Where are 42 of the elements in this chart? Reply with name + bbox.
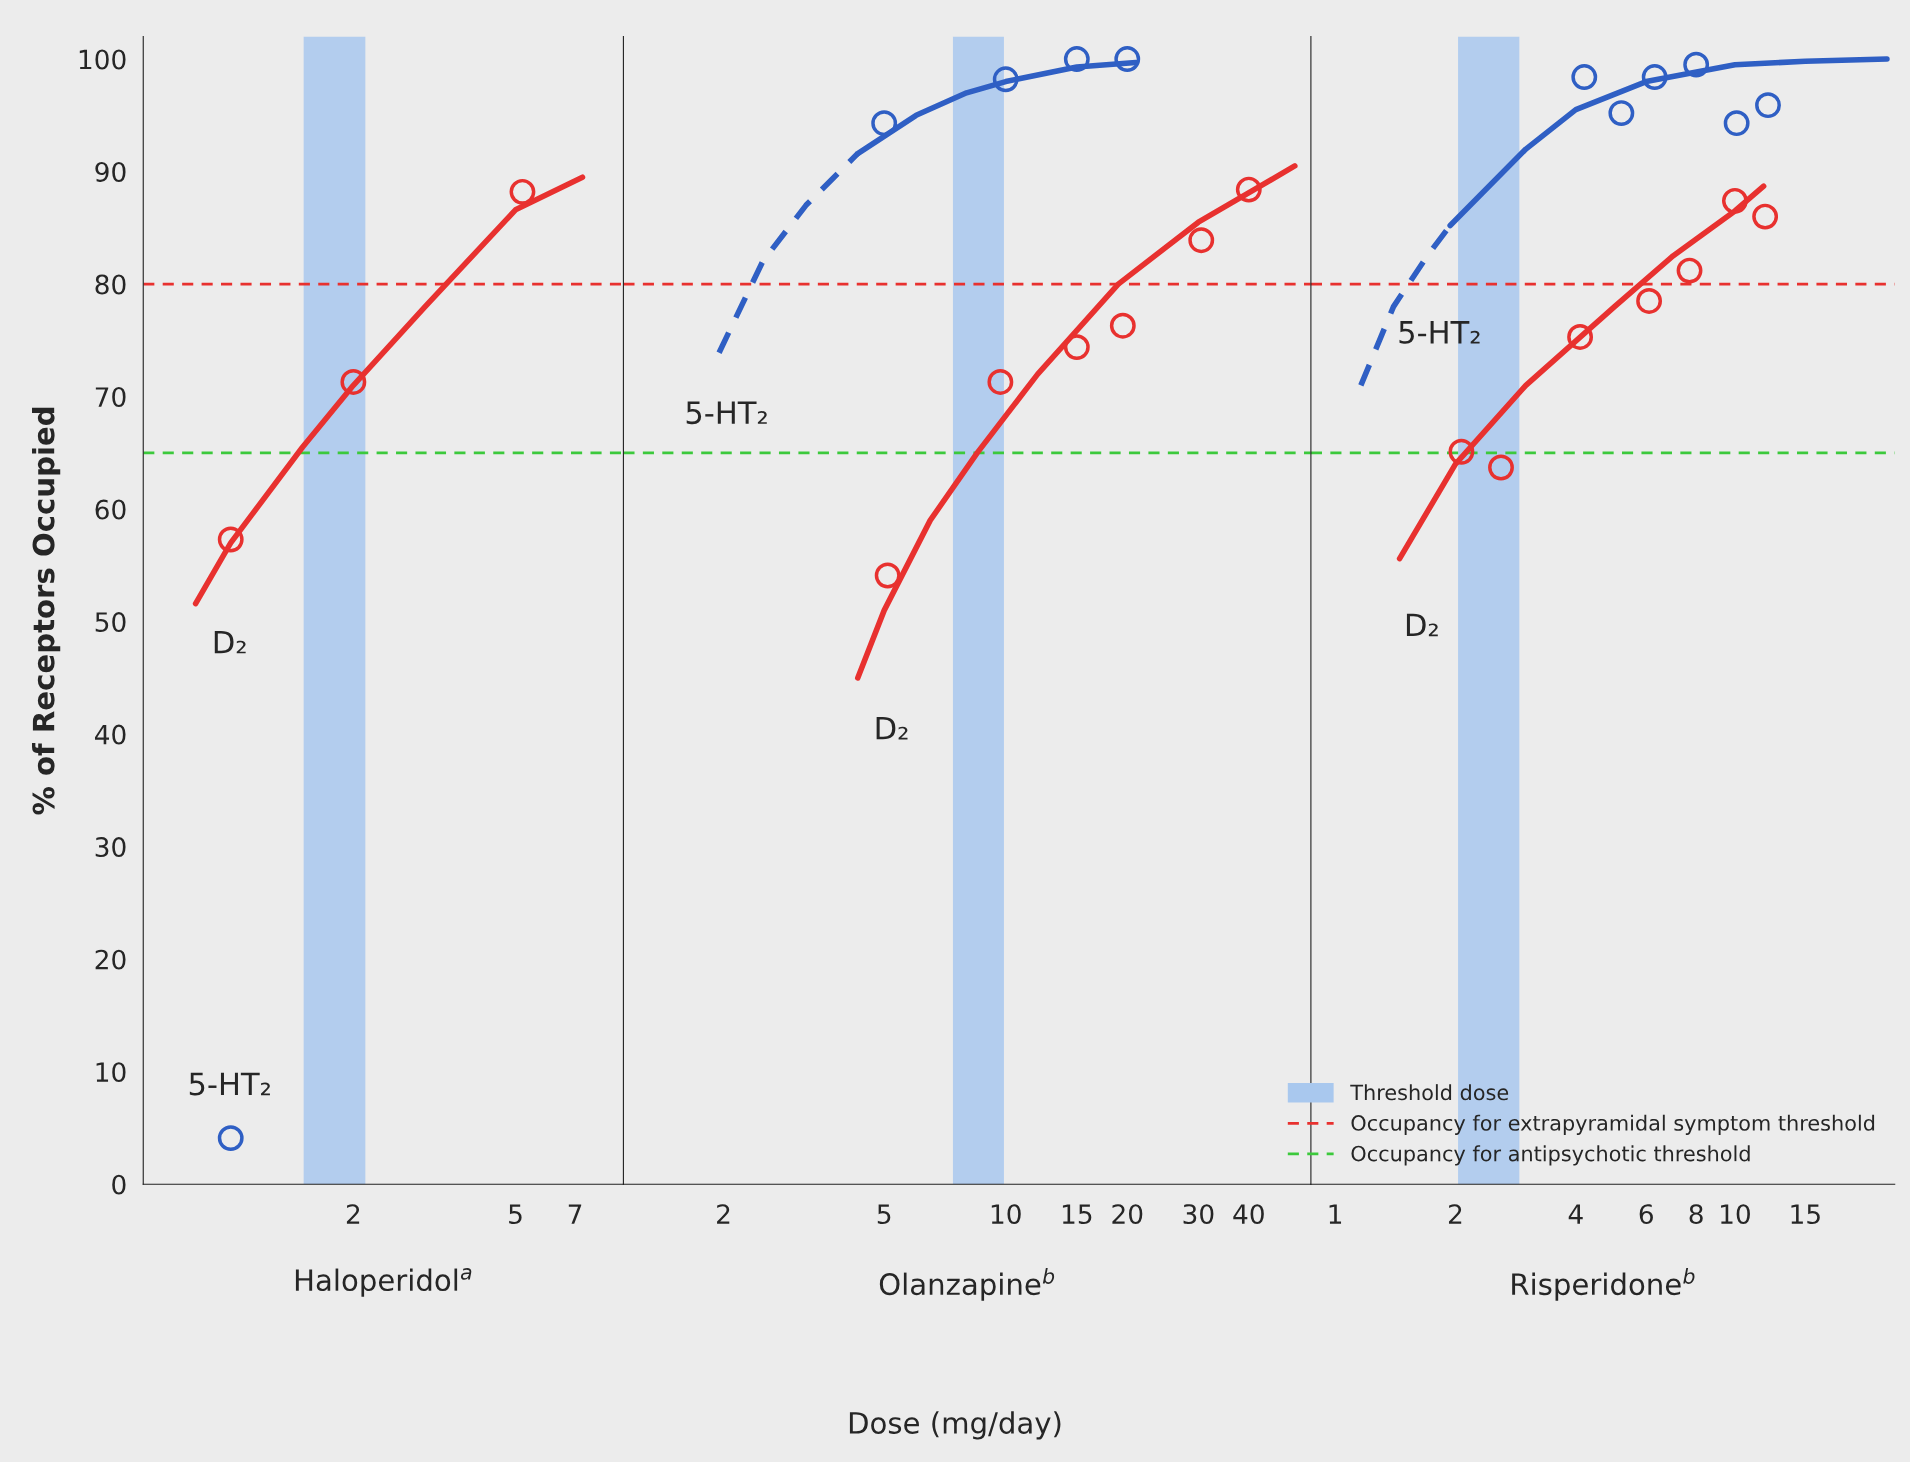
- x-tick-label: 8: [1689, 1204, 1703, 1225]
- x-tick-label: 30: [1183, 1204, 1214, 1225]
- y-tick-label: 60: [95, 499, 126, 520]
- y-tick-label: 50: [95, 612, 126, 633]
- x-tick-label: 6: [1639, 1204, 1653, 1225]
- x-tick-label: 2: [346, 1204, 360, 1224]
- x-tick-label: 40: [1233, 1204, 1264, 1225]
- band-label: Threshold dose: [1350, 1084, 1509, 1101]
- legend-label: Occupancy for antipsychotic threshold: [1351, 1145, 1750, 1166]
- x-tick-label: 10: [991, 1204, 1021, 1225]
- y-tick-label: 30: [95, 837, 126, 858]
- x-tick-label: 7: [568, 1204, 582, 1224]
- annotation: D₂: [1406, 613, 1438, 637]
- x-tick-label: 15: [1791, 1204, 1820, 1225]
- annotation: D₂: [876, 717, 908, 740]
- x-tick-label: 2: [717, 1204, 730, 1224]
- y-tick-label: 80: [95, 274, 126, 295]
- x-tick-label: 20: [1112, 1204, 1143, 1225]
- x-tick-label: 4: [1568, 1204, 1583, 1224]
- x-tick-label: 1: [1329, 1204, 1342, 1224]
- annotation: 5-HT₂: [1399, 321, 1480, 344]
- legend-label: Occupancy for extrapyramidal symptom threshold: [1351, 1114, 1875, 1135]
- x-tick-label: 5: [509, 1204, 522, 1225]
- x-tick-label: 10: [1721, 1204, 1750, 1225]
- y-tick-label: 40: [94, 724, 126, 745]
- x-axis-title: Olanzapine$^{b}$: [879, 1268, 1055, 1301]
- text: Dose (mg/day): [849, 1411, 1061, 1440]
- y-tick-label: 90: [95, 162, 126, 182]
- x-axis-title: Risperidone$^{b}$: [1512, 1268, 1695, 1301]
- x-tick-label: 2: [1448, 1204, 1462, 1224]
- y-tick-label: 20: [95, 949, 126, 970]
- annotation: D₂: [214, 630, 246, 654]
- y-tick-label: 70: [95, 387, 126, 407]
- annotation: 5-HT₂: [686, 401, 767, 425]
- y-tick-label: 10: [96, 1062, 126, 1083]
- y-tick-label: 100: [79, 49, 126, 70]
- x-axis-title: Haloperidol$^{a}$: [295, 1268, 472, 1297]
- x-tick-label: 15: [1062, 1204, 1092, 1225]
- y-axis-title: % of Receptors Occupied: [32, 407, 61, 815]
- x-tick-label: 5: [877, 1204, 891, 1225]
- y-tick-label: 0: [112, 1174, 126, 1195]
- annotation: 5-HT₂: [189, 1072, 270, 1096]
